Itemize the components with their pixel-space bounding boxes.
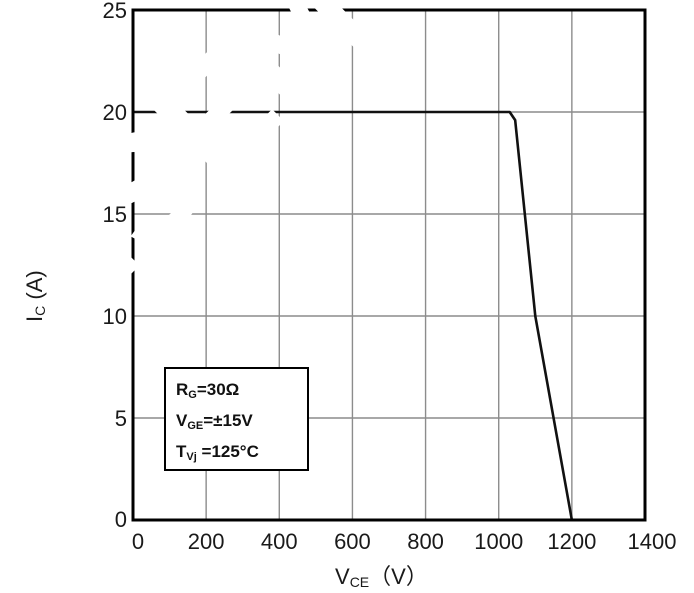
condition-vge: VGE=±15V — [176, 411, 253, 432]
y-tick-label: 25 — [103, 0, 127, 23]
y-tick-label: 10 — [103, 304, 127, 329]
x-tick-label: 1400 — [628, 529, 677, 554]
watermark: HSEM — [0, 0, 399, 358]
x-tick-label: 400 — [261, 529, 298, 554]
x-tick-label: 800 — [407, 529, 444, 554]
y-tick-label: 0 — [115, 507, 127, 532]
tick-labels: 0 200 400 600 800 1000 1200 1400 0 5 10 15 20 25 — [103, 0, 677, 554]
plot-frame — [131, 8, 647, 522]
y-tick-label: 5 — [115, 406, 127, 431]
y-tick-label: 20 — [103, 100, 127, 125]
x-tick-label: 1000 — [474, 529, 523, 554]
conditions-box: RG=30Ω VGE=±15V TVj =125°C — [164, 367, 309, 471]
plot-border — [131, 8, 647, 522]
x-axis-title: VCE（V） — [335, 564, 428, 590]
x-tick-label: 1200 — [547, 529, 596, 554]
x-tick-label: 600 — [334, 529, 371, 554]
series-line — [133, 110, 574, 521]
y-tick-label: 15 — [103, 202, 127, 227]
x-tick-label: 200 — [188, 529, 225, 554]
condition-tvj: TVj =125°C — [176, 442, 259, 463]
series-layer — [133, 110, 574, 521]
y-axis-title: IC (A) — [22, 270, 48, 322]
condition-rg: RG=30Ω — [176, 380, 239, 401]
x-tick-label: 0 — [132, 529, 144, 554]
